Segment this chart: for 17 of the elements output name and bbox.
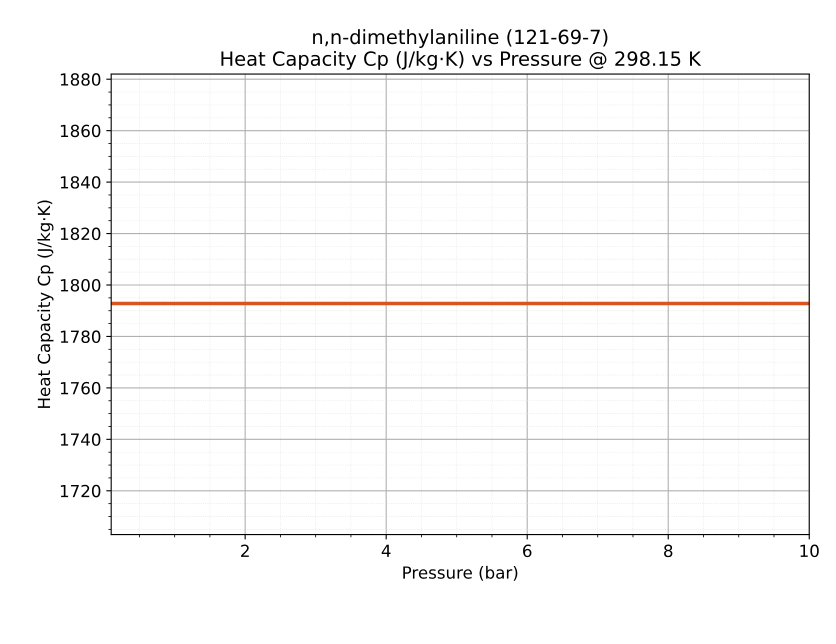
y-tick-label: 1780: [60, 330, 100, 344]
y-tick-label: 1740: [60, 433, 100, 446]
x-tick-label: 8: [664, 544, 672, 558]
x-tick-label: 4: [382, 544, 391, 557]
y-tick-label: 1840: [60, 176, 100, 189]
x-tick-label: 2: [241, 544, 249, 557]
x-tick-label: 10: [800, 544, 819, 558]
y-tick-label: 1860: [60, 124, 100, 138]
chart-title: n,n-dimethylaniline (121-69-7) Heat Capacity Cp (J/kg·K) vs Pressure @ 298.15 K: [221, 29, 702, 70]
y-tick-label: 1800: [60, 278, 100, 292]
y-tick-label: 1820: [60, 228, 100, 240]
x-tick-label: 6: [523, 544, 532, 558]
y-tick-label: 1760: [60, 382, 100, 394]
x-axis-title: Pressure (bar): [403, 566, 518, 581]
y-tick-label: 1720: [60, 484, 100, 498]
y-tick-label: 1880: [60, 73, 100, 86]
y-axis-title: Heat Capacity Cp (J/kg·K): [37, 200, 54, 408]
